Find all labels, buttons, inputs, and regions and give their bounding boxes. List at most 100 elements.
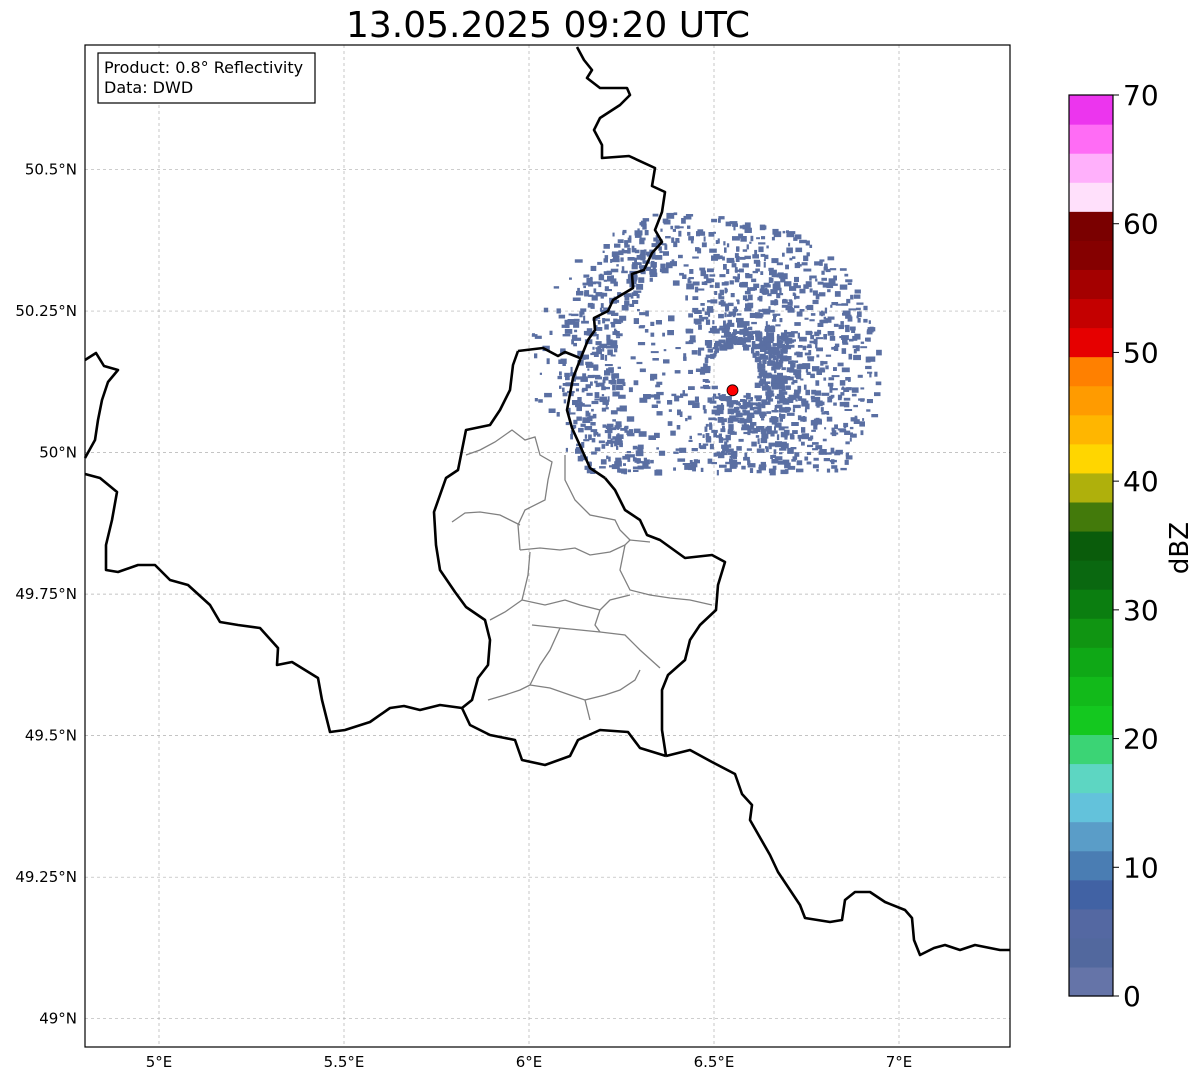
colorbar-tick-label: 30 (1123, 594, 1159, 627)
echo-cell (866, 409, 871, 412)
echo-cell (589, 461, 592, 467)
echo-cell (697, 229, 704, 234)
echo-cell (640, 257, 646, 261)
echo-cell (833, 275, 837, 281)
echo-cell (580, 423, 586, 427)
echo-cell (719, 409, 724, 415)
echo-cell (642, 223, 647, 230)
echo-cell (849, 426, 854, 430)
echo-cell (825, 365, 829, 370)
echo-cell (799, 336, 807, 342)
echo-cell (763, 373, 770, 379)
echo-cell (804, 456, 809, 461)
colorbar-segment (1069, 821, 1113, 852)
echo-cell (732, 276, 736, 279)
colorbar-segment (1069, 95, 1113, 125)
echo-cell (569, 391, 574, 397)
echo-cell (670, 430, 676, 436)
echo-cell (820, 407, 824, 412)
echo-cell (758, 356, 762, 363)
echo-cell (827, 289, 831, 293)
echo-cell (850, 326, 856, 331)
echo-cell (806, 252, 810, 257)
echo-cell (827, 316, 835, 320)
echo-cell (844, 459, 849, 465)
echo-cell (841, 348, 847, 354)
echo-cell (690, 237, 694, 244)
colorbar-label: dBZ (1165, 522, 1195, 574)
echo-cell (734, 253, 739, 258)
echo-cell (860, 430, 864, 436)
echo-cell (624, 296, 630, 301)
echo-cell (736, 446, 742, 451)
echo-cell (829, 459, 837, 463)
echo-cell (758, 444, 762, 449)
echo-cell (698, 347, 705, 351)
echo-cell (750, 397, 753, 402)
echo-cell (631, 248, 637, 253)
echo-cell (692, 281, 700, 286)
echo-cell (701, 369, 707, 374)
echo-cell (755, 410, 762, 415)
echo-cell (763, 381, 771, 384)
echo-cell (837, 362, 844, 367)
colorbar-segment (1069, 763, 1113, 794)
echo-cell (750, 402, 758, 406)
echo-cell (794, 352, 801, 356)
echo-cell (650, 351, 659, 354)
echo-cell (712, 347, 719, 350)
echo-cell (692, 466, 696, 472)
echo-cell (588, 281, 594, 287)
echo-cell (815, 419, 822, 425)
echo-cell (723, 264, 727, 270)
echo-cell (591, 451, 597, 455)
echo-cell (677, 409, 681, 416)
echo-cell (618, 394, 626, 399)
colorbar: 0 10 20 30 40 50 60 70 dBZ (1068, 79, 1195, 1013)
echo-cell (714, 350, 717, 357)
echo-cell (724, 441, 728, 446)
echo-cell (750, 235, 754, 242)
echo-cell (772, 383, 778, 387)
echo-cell (568, 320, 573, 324)
echo-cell (594, 392, 600, 398)
echo-cell (856, 302, 864, 305)
echo-cell (793, 369, 802, 373)
echo-cell (788, 344, 795, 348)
echo-cell (796, 364, 799, 369)
echo-cell (815, 445, 823, 450)
echo-cell (798, 437, 802, 442)
echo-cell (759, 313, 764, 317)
echo-cell (799, 288, 806, 294)
echo-cell (620, 257, 624, 262)
echo-cell (604, 286, 609, 290)
echo-cell (756, 448, 765, 453)
echo-cell (801, 262, 808, 266)
echo-cell (809, 244, 813, 248)
echo-cell (780, 332, 788, 339)
echo-cell (610, 410, 618, 415)
echo-cell (698, 315, 703, 319)
echo-cell (725, 221, 732, 227)
y-tick-label: 50.5°N (25, 161, 77, 179)
echo-cell (783, 429, 790, 436)
echo-cell (621, 305, 629, 311)
echo-cell (735, 256, 740, 262)
echo-cell (564, 319, 569, 325)
echo-cell (697, 433, 702, 436)
echo-cell (812, 366, 820, 372)
echo-cell (587, 368, 590, 371)
echo-cell (570, 366, 573, 373)
echo-cell (747, 463, 756, 468)
echo-cell (719, 325, 726, 328)
echo-cell (839, 336, 846, 339)
echo-cell (586, 392, 593, 396)
echo-cell (718, 433, 722, 439)
echo-cell (577, 287, 580, 293)
echo-cell (711, 429, 718, 433)
echo-cell (780, 277, 786, 283)
echo-cell (792, 430, 798, 434)
echo-cell (777, 363, 781, 369)
echo-cell (755, 403, 763, 407)
echo-cell (753, 428, 758, 434)
